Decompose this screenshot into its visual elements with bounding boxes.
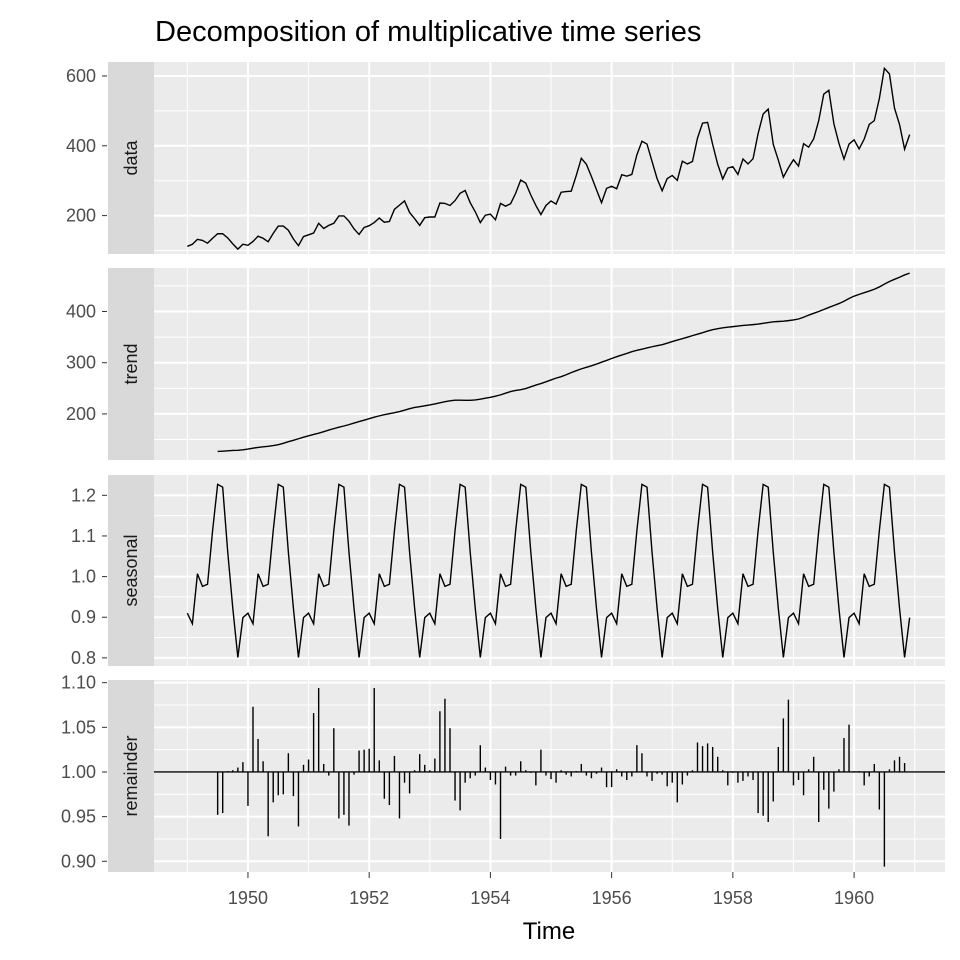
- y-tick-label: 1.00: [61, 762, 96, 782]
- x-tick-label: 1956: [592, 888, 632, 908]
- y-tick-label: 1.1: [71, 526, 96, 546]
- y-tick-label: 0.8: [71, 648, 96, 668]
- panel-background: [154, 62, 945, 254]
- strip-label-data: data: [121, 140, 141, 176]
- x-tick-label: 1960: [834, 888, 874, 908]
- panel-background: [154, 475, 945, 666]
- y-tick-label: 400: [66, 302, 96, 322]
- series-line-data: [187, 66, 911, 251]
- strip-label-remainder: remainder: [121, 735, 141, 816]
- panel-data: data 200 400 600: [66, 62, 945, 254]
- x-tick-label: 1958: [713, 888, 753, 908]
- y-tick-label: 0.90: [61, 851, 96, 871]
- x-tick-label: 1950: [228, 888, 268, 908]
- y-tick-label: 0.95: [61, 807, 96, 827]
- x-tick-label: 1952: [349, 888, 389, 908]
- panel-background: [154, 680, 945, 872]
- y-tick-label: 400: [66, 136, 96, 156]
- y-tick-label: 1.10: [61, 673, 96, 693]
- chart-title: Decomposition of multiplicative time ser…: [155, 16, 701, 48]
- y-tick-label: 200: [66, 206, 96, 226]
- y-tick-label: 1.05: [61, 717, 96, 737]
- panels-layer: data 200 400 600 trend 200 300 400 seasonal 0.8 0.…: [61, 62, 945, 872]
- y-tick-label: 1.2: [71, 485, 96, 505]
- strip-background: [108, 62, 154, 254]
- panel-trend: trend 200 300 400: [66, 268, 945, 460]
- strip-background: [108, 268, 154, 460]
- strip-background: [108, 680, 154, 872]
- panel-background: [154, 268, 945, 460]
- series-line-seasonal: [186, 483, 911, 658]
- strip-background: [108, 475, 154, 666]
- strip-label-trend: trend: [121, 343, 141, 384]
- y-tick-label: 0.9: [71, 607, 96, 627]
- y-tick-label: 200: [66, 404, 96, 424]
- strip-label-seasonal: seasonal: [121, 534, 141, 606]
- y-tick-label: 300: [66, 353, 96, 373]
- x-axis-title: Time: [523, 918, 575, 945]
- y-tick-label: 600: [66, 66, 96, 86]
- y-tick-label: 1.0: [71, 567, 96, 587]
- panel-remainder: remainder 0.90 0.95 1.00 1.05 1.10: [61, 673, 945, 872]
- panel-seasonal: seasonal 0.8 0.9 1.0 1.1 1.2: [71, 475, 945, 668]
- x-tick-label: 1954: [470, 888, 510, 908]
- x-axis: 1950 1952 1954 1956 1958 1960: [228, 872, 874, 908]
- series-line-trend: [217, 272, 910, 453]
